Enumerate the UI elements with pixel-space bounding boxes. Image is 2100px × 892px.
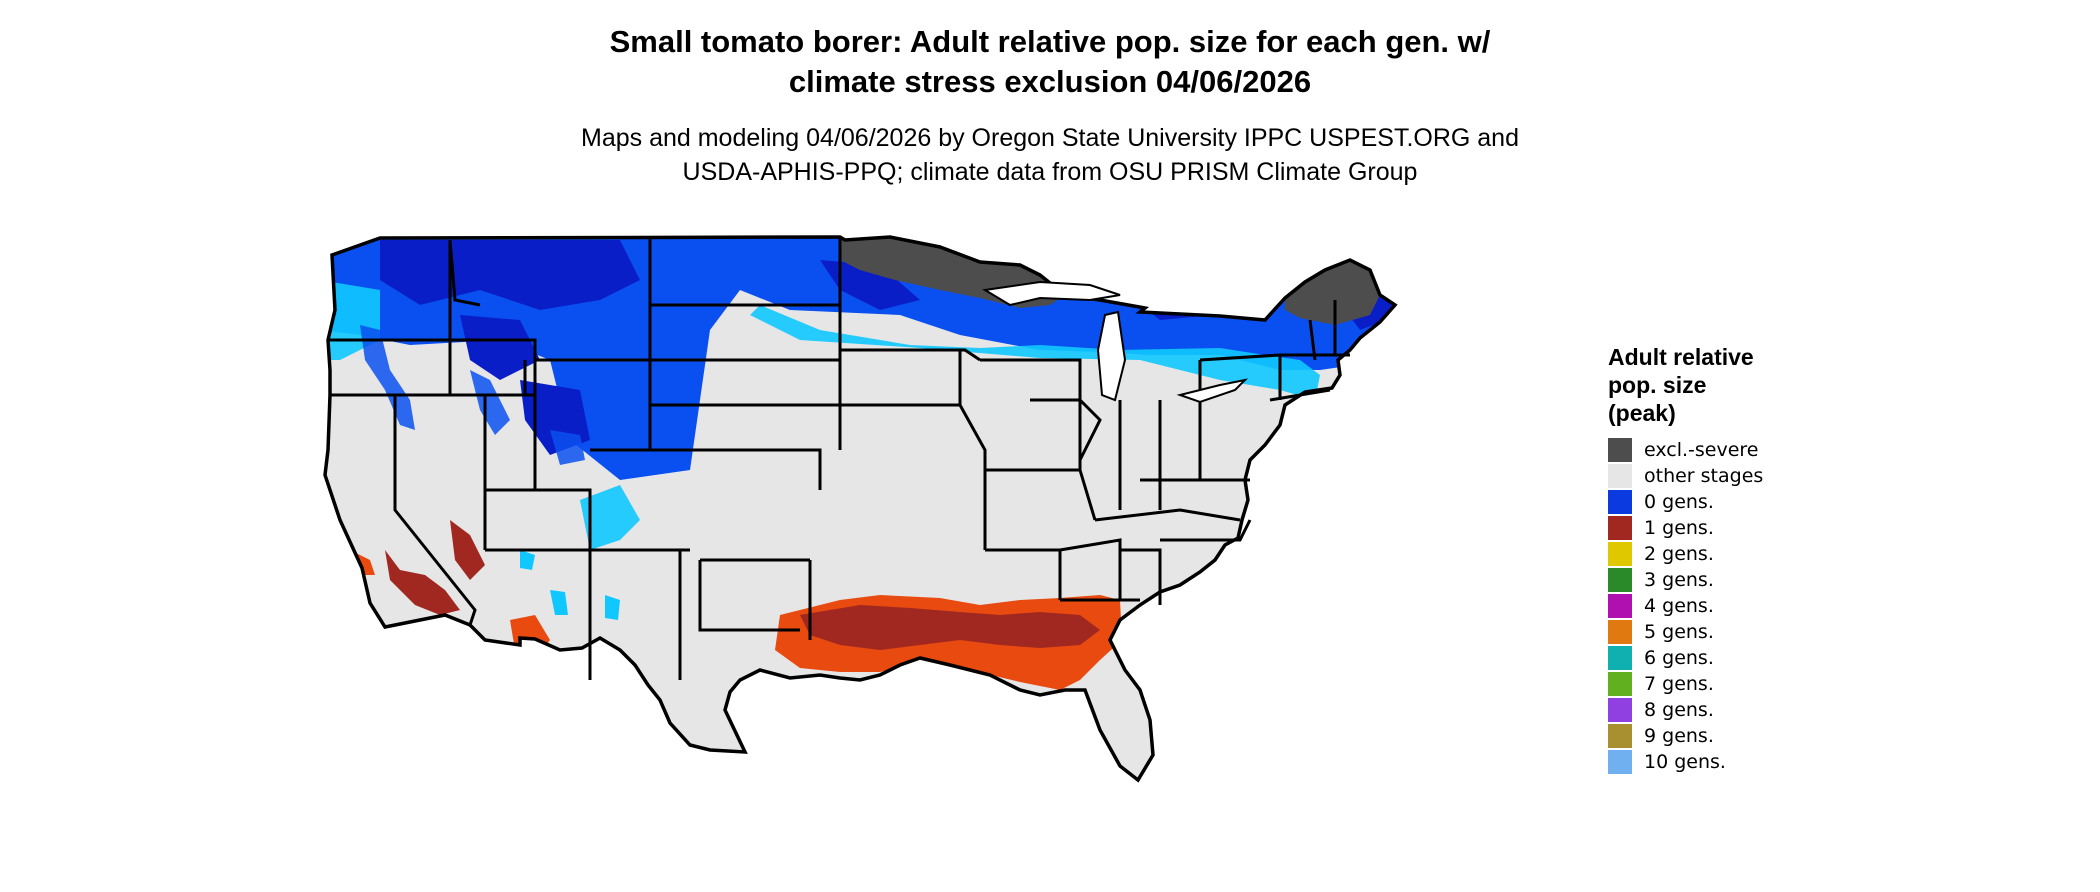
legend-item: 1 gens.	[1608, 515, 1868, 541]
zone-red-south-dark	[800, 605, 1100, 650]
zone-cyan-southwest	[520, 550, 620, 620]
legend-item: 6 gens.	[1608, 645, 1868, 671]
legend-label: 7 gens.	[1644, 673, 1714, 695]
legend-swatch	[1608, 490, 1632, 514]
legend-label: 3 gens.	[1644, 569, 1714, 591]
lake-superior	[982, 280, 1121, 307]
legend-item: 0 gens.	[1608, 489, 1868, 515]
subtitle-line-1: Maps and modeling 04/06/2026 by Oregon S…	[581, 124, 1519, 152]
legend-title-line-1: Adult relative	[1608, 344, 1754, 370]
legend-item: excl.-severe	[1608, 437, 1868, 463]
legend-title-line-2: pop. size	[1608, 372, 1707, 398]
legend-label: other stages	[1644, 465, 1764, 487]
us-map	[323, 235, 1397, 782]
map-title: Small tomato borer: Adult relative pop. …	[0, 22, 2100, 102]
subtitle-line-2: USDA-APHIS-PPQ; climate data from OSU PR…	[682, 158, 1418, 186]
legend-items: excl.-severe other stages 0 gens. 1 gens. 2 …	[1608, 437, 1868, 775]
legend-swatch	[1608, 724, 1632, 748]
legend-label: 1 gens.	[1644, 517, 1714, 539]
legend-swatch	[1608, 594, 1632, 618]
legend-item: 7 gens.	[1608, 671, 1868, 697]
map-subtitle: Maps and modeling 04/06/2026 by Oregon S…	[0, 121, 2100, 189]
lake-erie	[1176, 378, 1249, 404]
title-line-1: Small tomato borer: Adult relative pop. …	[609, 24, 1491, 59]
zone-cyan-edge	[325, 280, 1320, 550]
legend-label: 0 gens.	[1644, 491, 1714, 513]
legend-label: 6 gens.	[1644, 647, 1714, 669]
legend-swatch	[1608, 438, 1632, 462]
legend-item: 9 gens.	[1608, 723, 1868, 749]
legend-title: Adult relative pop. size (peak)	[1608, 343, 1868, 427]
legend-swatch	[1608, 568, 1632, 592]
legend: Adult relative pop. size (peak) excl.-se…	[1608, 343, 1868, 775]
legend-swatch	[1608, 516, 1632, 540]
legend-swatch	[1608, 698, 1632, 722]
legend-item: 3 gens.	[1608, 567, 1868, 593]
legend-swatch	[1608, 750, 1632, 774]
legend-item: 2 gens.	[1608, 541, 1868, 567]
lake-michigan	[1096, 310, 1127, 402]
great-lakes	[982, 280, 1249, 404]
legend-swatch	[1608, 542, 1632, 566]
legend-item: 10 gens.	[1608, 749, 1868, 775]
zone-red-southwest	[385, 520, 485, 615]
title-line-2: climate stress exclusion 04/06/2026	[788, 64, 1312, 99]
state-borders	[328, 237, 1350, 680]
legend-label: 10 gens.	[1644, 751, 1726, 773]
legend-label: 5 gens.	[1644, 621, 1714, 643]
legend-item: 8 gens.	[1608, 697, 1868, 723]
legend-swatch	[1608, 646, 1632, 670]
legend-swatch	[1608, 464, 1632, 488]
legend-swatch	[1608, 672, 1632, 696]
legend-title-line-3: (peak)	[1608, 400, 1676, 426]
legend-label: 8 gens.	[1644, 699, 1714, 721]
zone-excluded-north	[840, 237, 1380, 325]
legend-label: 9 gens.	[1644, 725, 1714, 747]
legend-item: other stages	[1608, 463, 1868, 489]
legend-label: excl.-severe	[1644, 439, 1759, 461]
legend-item: 4 gens.	[1608, 593, 1868, 619]
legend-swatch	[1608, 620, 1632, 644]
legend-item: 5 gens.	[1608, 619, 1868, 645]
legend-label: 2 gens.	[1644, 543, 1714, 565]
legend-label: 4 gens.	[1644, 595, 1714, 617]
